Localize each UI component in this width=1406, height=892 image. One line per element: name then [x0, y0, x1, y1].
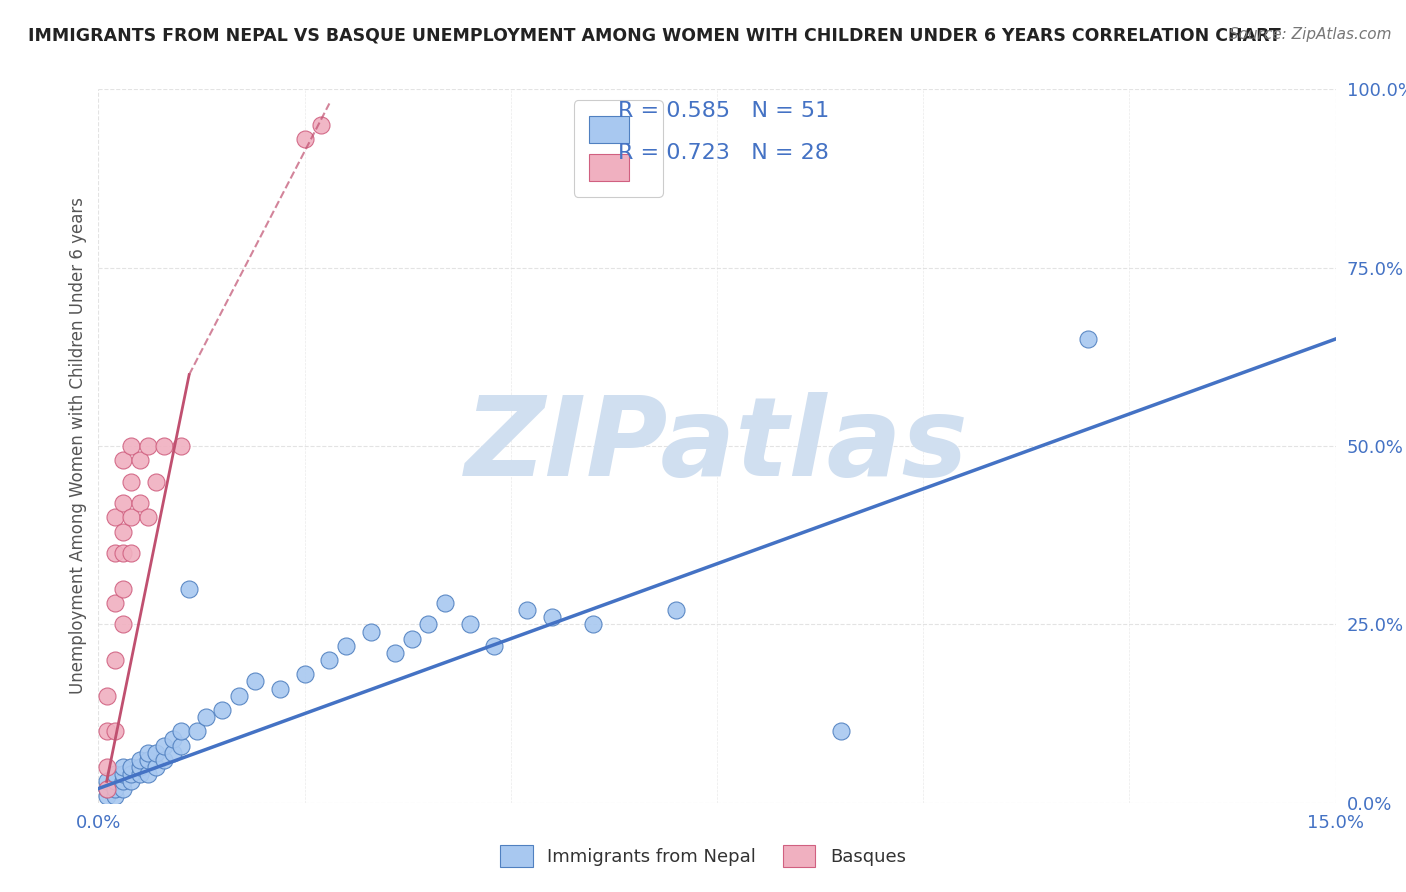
Point	[401, 632, 423, 646]
Point	[153, 739, 176, 753]
Point	[96, 789, 118, 803]
Text: R = 0.585   N = 51: R = 0.585 N = 51	[619, 101, 830, 120]
Point	[145, 760, 167, 774]
Point	[211, 703, 233, 717]
Point	[96, 689, 118, 703]
Point	[170, 439, 193, 453]
Point	[104, 724, 127, 739]
Point	[104, 774, 127, 789]
Point	[170, 724, 193, 739]
Point	[112, 582, 135, 596]
Point	[484, 639, 506, 653]
Point	[294, 132, 316, 146]
Point	[112, 767, 135, 781]
Point	[309, 118, 332, 132]
Point	[96, 781, 118, 796]
Point	[830, 724, 852, 739]
Point	[294, 667, 316, 681]
Point	[136, 753, 159, 767]
Text: ZIPatlas: ZIPatlas	[465, 392, 969, 500]
Point	[112, 496, 135, 510]
Point	[112, 453, 135, 467]
Point	[104, 510, 127, 524]
Point	[112, 546, 135, 560]
Point	[112, 774, 135, 789]
Point	[145, 746, 167, 760]
Y-axis label: Unemployment Among Women with Children Under 6 years: Unemployment Among Women with Children U…	[69, 197, 87, 695]
Point	[120, 767, 142, 781]
Point	[128, 453, 150, 467]
Point	[360, 624, 382, 639]
Point	[128, 496, 150, 510]
Text: Source: ZipAtlas.com: Source: ZipAtlas.com	[1229, 27, 1392, 42]
Point	[120, 510, 142, 524]
Point	[104, 767, 127, 781]
Point	[516, 603, 538, 617]
Point	[96, 781, 118, 796]
Text: IMMIGRANTS FROM NEPAL VS BASQUE UNEMPLOYMENT AMONG WOMEN WITH CHILDREN UNDER 6 Y: IMMIGRANTS FROM NEPAL VS BASQUE UNEMPLOY…	[28, 27, 1281, 45]
Point	[128, 753, 150, 767]
Point	[136, 746, 159, 760]
Point	[318, 653, 340, 667]
Point	[162, 746, 184, 760]
Point	[96, 760, 118, 774]
Point	[162, 731, 184, 746]
Point	[194, 710, 217, 724]
Point	[335, 639, 357, 653]
Point	[120, 774, 142, 789]
Point	[136, 767, 159, 781]
Point	[112, 760, 135, 774]
Legend: Immigrants from Nepal, Basques: Immigrants from Nepal, Basques	[494, 838, 912, 874]
Point	[170, 739, 193, 753]
Point	[418, 617, 440, 632]
Point	[269, 681, 291, 696]
Point	[1077, 332, 1099, 346]
Point	[120, 546, 142, 560]
Point	[186, 724, 208, 739]
Point	[128, 767, 150, 781]
Point	[104, 546, 127, 560]
Point	[136, 510, 159, 524]
Legend: , : ,	[574, 100, 662, 197]
Point	[112, 524, 135, 539]
Point	[104, 789, 127, 803]
Point	[228, 689, 250, 703]
Point	[96, 724, 118, 739]
Point	[96, 774, 118, 789]
Point	[153, 439, 176, 453]
Point	[541, 610, 564, 624]
Point	[136, 439, 159, 453]
Point	[112, 781, 135, 796]
Point	[582, 617, 605, 632]
Point	[112, 617, 135, 632]
Point	[104, 596, 127, 610]
Point	[179, 582, 201, 596]
Point	[433, 596, 456, 610]
Point	[384, 646, 406, 660]
Point	[458, 617, 481, 632]
Point	[120, 439, 142, 453]
Point	[153, 753, 176, 767]
Point	[104, 653, 127, 667]
Point	[120, 760, 142, 774]
Point	[243, 674, 266, 689]
Point	[120, 475, 142, 489]
Point	[145, 475, 167, 489]
Point	[104, 781, 127, 796]
Text: R = 0.723   N = 28: R = 0.723 N = 28	[619, 144, 830, 163]
Point	[128, 760, 150, 774]
Point	[665, 603, 688, 617]
